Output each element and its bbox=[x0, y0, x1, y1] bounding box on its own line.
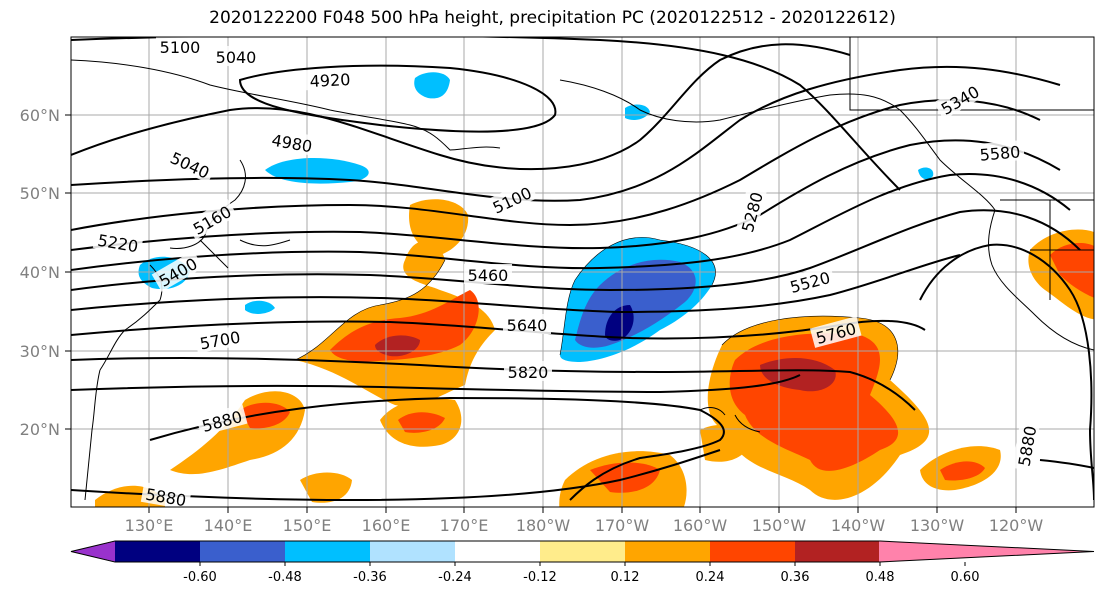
longitude-labels: 130°E 140°E 150°E 160°E 170°E 180°W 170°W 160°W… bbox=[125, 507, 1044, 535]
svg-text:5820: 5820 bbox=[508, 363, 549, 382]
contour-label: 5580 bbox=[975, 139, 1025, 165]
lon-label: 130°W bbox=[910, 516, 965, 535]
colorbar-tick-label: 0.24 bbox=[696, 570, 725, 585]
contour-label: 5880 bbox=[140, 481, 192, 511]
colorbar-segment bbox=[115, 541, 201, 562]
colorbar-tick-label: 0.60 bbox=[951, 570, 980, 585]
lon-label: 140°W bbox=[831, 516, 886, 535]
colorbar-segment bbox=[795, 541, 881, 562]
lon-label: 130°E bbox=[125, 516, 174, 535]
lon-label: 160°E bbox=[362, 516, 411, 535]
contour-label: 5820 bbox=[504, 361, 552, 382]
colorbar-segment bbox=[625, 541, 711, 562]
lon-label: 140°E bbox=[204, 516, 253, 535]
colorbar-tick-labels: -0.60 -0.48 -0.36 -0.24 -0.12 0.12 0.24 0.36 0.4… bbox=[183, 562, 979, 585]
colorbar-tick-label: -0.12 bbox=[523, 570, 557, 585]
svg-text:4920: 4920 bbox=[309, 70, 351, 91]
lat-label: 60°N bbox=[20, 106, 60, 125]
colorbar-segment bbox=[455, 541, 541, 562]
lat-label: 50°N bbox=[20, 184, 60, 203]
colorbar-tick-label: 0.12 bbox=[611, 570, 640, 585]
lon-label: 160°W bbox=[673, 516, 728, 535]
svg-text:5580: 5580 bbox=[979, 142, 1021, 164]
svg-text:5460: 5460 bbox=[468, 266, 509, 285]
colorbar-extend-right bbox=[879, 541, 1094, 562]
map-title: 2020122200 F048 500 hPa height, precipit… bbox=[209, 8, 896, 28]
contour-label: 5640 bbox=[503, 314, 551, 335]
colorbar-segment bbox=[200, 541, 286, 562]
lat-label: 20°N bbox=[20, 420, 60, 439]
contour-label: 5100 bbox=[156, 37, 204, 57]
colorbar-segment bbox=[285, 541, 371, 562]
contour-label: 5040 bbox=[212, 46, 260, 67]
colorbar-tick-label: 0.48 bbox=[866, 570, 895, 585]
lon-label: 170°W bbox=[595, 516, 650, 535]
colorbar-extend-left bbox=[71, 541, 117, 562]
colorbar-tick-label: -0.24 bbox=[438, 570, 472, 585]
colorbar-segment bbox=[370, 541, 456, 562]
map-gridlines bbox=[71, 37, 1094, 507]
precipitation-outlines bbox=[294, 237, 899, 381]
svg-text:5880: 5880 bbox=[144, 485, 187, 511]
colorbar-segment bbox=[710, 541, 796, 562]
colorbar-tick-label: -0.48 bbox=[268, 570, 302, 585]
svg-text:5040: 5040 bbox=[216, 48, 257, 67]
contour-label: 4920 bbox=[305, 67, 355, 91]
colorbar-tick-label: 0.36 bbox=[781, 570, 810, 585]
latitude-labels: 60°N 50°N 40°N 30°N 20°N bbox=[20, 106, 71, 439]
precipitation-shading bbox=[95, 72, 1094, 507]
colorbar-segment bbox=[540, 541, 626, 562]
lon-label: 150°W bbox=[752, 516, 807, 535]
svg-text:5100: 5100 bbox=[160, 38, 201, 57]
lon-label: 180°W bbox=[516, 516, 571, 535]
height-contours bbox=[71, 37, 1094, 502]
svg-text:5640: 5640 bbox=[507, 316, 548, 335]
contour-label: 5460 bbox=[464, 264, 512, 285]
colorbar-tick-label: -0.36 bbox=[353, 570, 387, 585]
colorbar-outline bbox=[70, 540, 1095, 563]
lat-label: 30°N bbox=[20, 342, 60, 361]
lat-label: 40°N bbox=[20, 263, 60, 282]
lon-label: 150°E bbox=[283, 516, 332, 535]
lon-label: 120°W bbox=[989, 516, 1044, 535]
colorbar-tick-label: -0.60 bbox=[183, 570, 217, 585]
lon-label: 170°E bbox=[440, 516, 489, 535]
colorbar bbox=[70, 540, 1095, 563]
